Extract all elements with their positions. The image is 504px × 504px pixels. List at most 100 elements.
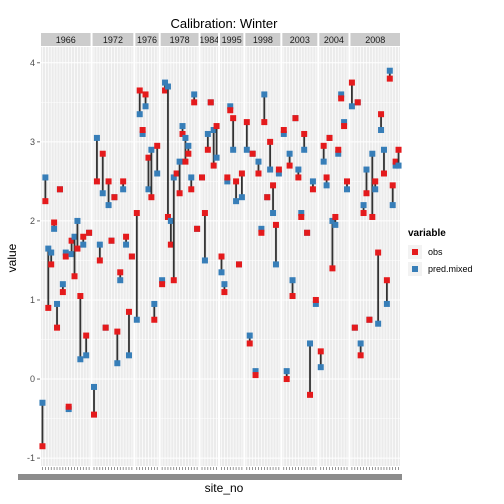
obs-point [389,182,396,189]
facet-strip [200,33,219,46]
obs-point [275,166,282,173]
obs-point [246,340,253,347]
obs-point [142,91,149,98]
obs-point [167,241,174,248]
obs-point [185,150,192,157]
pred-mixed-point [375,320,382,327]
y-tick-label: -1 [27,453,35,463]
pred-mixed-point [363,166,370,173]
y-tick-label: 1 [30,295,35,305]
pred-mixed-point [341,119,348,126]
obs-point [91,411,98,418]
obs-point [179,130,186,137]
panel-background [319,47,349,466]
x-scrollbar[interactable] [18,474,402,480]
pred-mixed-point [54,300,61,307]
facet-strip [41,33,91,46]
obs-point [159,281,166,288]
pred-mixed-point [378,127,385,134]
pred-mixed-point [233,198,240,205]
legend: variable obs pred.mixed [408,228,473,277]
pred-mixed-point [145,186,152,193]
obs-point [148,194,155,201]
obs-point [51,219,58,226]
obs-point [117,269,124,276]
obs-point [335,146,342,153]
pred-mixed-point [123,241,130,248]
pred-mixed-point [295,166,302,173]
facet-panel: 1978 [159,33,201,470]
obs-point [123,233,130,240]
pred-mixed-point [213,154,220,161]
legend-item-pred-mixed: pred.mixed [408,260,473,277]
obs-point [170,277,177,284]
y-tick-label: 0 [30,374,35,384]
pred-mixed-point [59,281,66,288]
pred-mixed-point [164,83,171,90]
y-tick-label: 4 [30,58,35,68]
obs-point [351,324,358,331]
pred-mixed-point [307,340,314,347]
obs-point [255,170,262,177]
obs-point [227,107,234,114]
pred-mixed-point [386,67,393,74]
obs-point [363,190,370,197]
obs-point [301,130,308,137]
facet-label: 1998 [253,35,273,45]
obs-point [99,150,106,157]
obs-point [191,99,198,106]
pred-mixed-point [272,261,279,268]
pred-mixed-point [62,249,69,256]
obs-point [280,127,287,134]
obs-point [261,119,268,126]
obs-point [83,332,90,339]
pred-mixed-point [74,217,81,224]
obs-point [199,174,206,181]
facet-panel: 1984 [199,33,220,470]
obs-point [272,221,279,228]
pred-mixed-point [332,221,339,228]
obs-point [348,79,355,86]
facet-strip [220,33,244,46]
pred-mixed-point [191,91,198,98]
facet-strip [135,33,159,46]
facet-panel: 1976 [133,33,161,470]
obs-point [354,99,361,106]
panel-background [220,47,244,466]
obs-point [267,138,274,145]
pred-mixed-point [309,178,316,185]
obs-point [139,127,146,134]
pred-mixed-point [320,158,327,165]
obs-point [65,403,72,410]
pred-mixed-point [136,111,143,118]
obs-point [68,237,75,244]
obs-point [357,352,364,359]
legend-item-obs: obs [408,243,473,260]
legend-title: variable [408,228,446,239]
facet-label: 1995 [222,35,242,45]
obs-point [369,213,376,220]
pred-mixed-point [286,150,293,157]
pred-mixed-point [343,186,350,193]
legend-label-pred-mixed: pred.mixed [428,263,473,274]
y-axis-ticks: -1 0 1 2 3 4 [27,58,40,463]
obs-point [182,158,189,165]
obs-point [243,119,250,126]
obs-point [395,146,402,153]
obs-point [286,162,293,169]
obs-point [128,253,135,260]
pred-mixed-point [120,186,127,193]
facet-strip [282,33,318,46]
facet-panel: 2004 [317,33,350,470]
facet-label: 2003 [290,35,310,45]
pred-mixed-point [114,360,121,367]
pred-mixed-point [395,162,402,169]
pred-mixed-point [280,130,287,137]
obs-point [341,123,348,130]
pred-mixed-point [39,399,46,406]
pred-mixed-point [301,146,308,153]
obs-point [332,213,339,220]
obs-point [235,261,242,268]
facet-label: 1978 [170,35,190,45]
